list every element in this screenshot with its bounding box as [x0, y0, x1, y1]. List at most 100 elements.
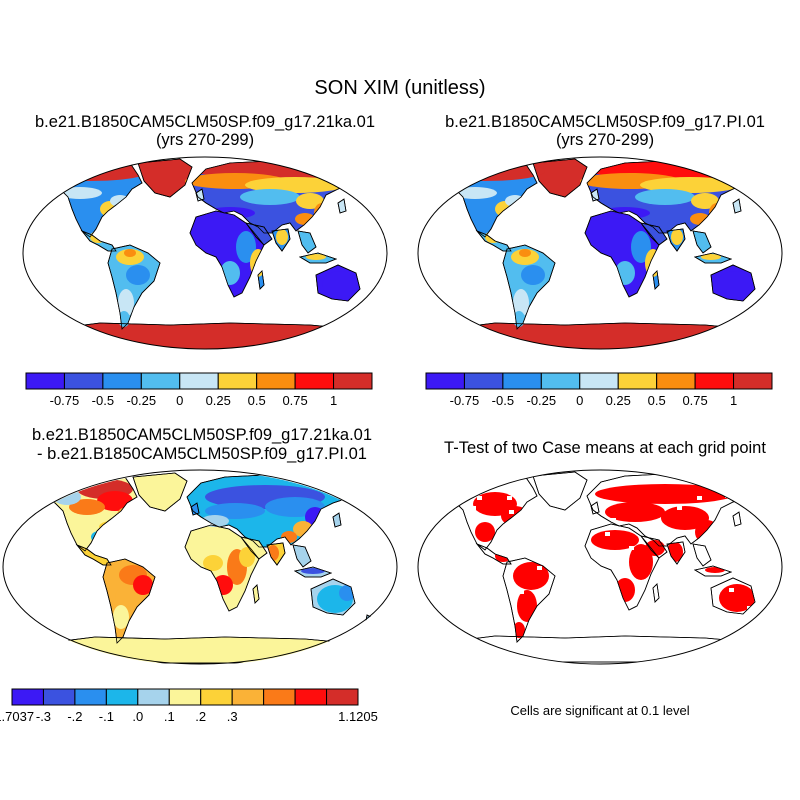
landmass-seasia [692, 543, 712, 567]
landmass-greenland [132, 472, 188, 512]
landmass-samerica [502, 557, 556, 643]
landmass-india [666, 228, 686, 252]
landmass-arabia [640, 222, 668, 246]
field-patch [701, 254, 721, 260]
colorbar-tick-label: -0.75 [50, 393, 80, 408]
panel1-title-line2: (yrs 270-299) [155, 131, 255, 149]
landmass-seasia [692, 230, 712, 254]
nonsignificant-cell [533, 616, 538, 620]
landmass-namerica [442, 162, 538, 238]
colorbar-box [333, 372, 373, 390]
colorbar-tick-label: -0.5 [492, 393, 514, 408]
field-patch [58, 187, 102, 199]
colorbar-tick-label: -.1 [99, 709, 114, 724]
colorbar-absolute-right: -0.75 -0.5 -0.25 0 0.25 0.5 0.75 1 [425, 372, 773, 408]
landmass-seasia [297, 230, 317, 254]
field-patch [205, 207, 255, 219]
colorbar-box [179, 372, 219, 390]
landmass-antarctica [430, 322, 772, 349]
field-patch [276, 229, 288, 245]
figure-title: SON XIM (unitless) [314, 77, 486, 99]
landmass-africa [184, 524, 260, 612]
colorbar-tick-label: 1 [330, 393, 337, 408]
landmass-indonesia [693, 252, 733, 264]
landmass-greenland [532, 471, 588, 511]
nonsignificant-cell [605, 532, 610, 536]
landmass-madagascar [652, 270, 660, 290]
map-panel-difference [2, 469, 398, 665]
map-panel-pi [417, 156, 783, 350]
nonsignificant-cell [521, 526, 526, 530]
landmass-samerica [102, 558, 156, 644]
landmass-australia [710, 577, 756, 615]
map-frame [22, 156, 388, 350]
field-patch [69, 499, 105, 515]
nonsignificant-cell [509, 510, 514, 514]
landmass-india [271, 228, 291, 252]
landmass-nz [764, 613, 772, 629]
field-patch [519, 249, 531, 257]
landmass-japan [732, 511, 742, 527]
colorbar-tick-label: -1.7037 [0, 709, 34, 724]
nonsignificant-cell [491, 516, 496, 520]
field-patch [124, 249, 136, 257]
landmass-camerica [75, 544, 112, 566]
field-patch [118, 289, 134, 317]
colorbar-box [694, 372, 735, 390]
colorbar-box [200, 688, 233, 706]
colorbar-box [231, 688, 265, 706]
landmass-camerica [475, 543, 512, 565]
landmass-antarctica [35, 322, 377, 349]
map-panel-ttest [417, 469, 783, 665]
field-patch [213, 575, 233, 595]
landmass-samerica [107, 244, 161, 330]
colorbar-tick-label: 0.5 [248, 393, 266, 408]
panel4-title: T-Test of two Case means at each grid po… [444, 439, 766, 457]
landmass-arabia [640, 535, 668, 559]
colorbar-box [74, 688, 107, 706]
landmass-greenland [137, 158, 193, 198]
landmass-seasia [292, 544, 312, 568]
field-patch [431, 161, 545, 181]
field-patch [615, 578, 635, 602]
field-patch [691, 193, 719, 209]
field-patch [591, 530, 639, 550]
field-patch [322, 271, 358, 299]
field-patch [296, 193, 324, 209]
nonsignificant-cell [655, 526, 660, 530]
landmass-uk [195, 188, 205, 202]
map-frame [2, 469, 398, 665]
landmass-africa [584, 523, 660, 611]
panel3-title-line1: b.e21.B1850CAM5CLM50SP.f09_g17.21ka.01 [31, 426, 373, 444]
colorbar-box [105, 688, 139, 706]
nonsignificant-cell [507, 496, 512, 500]
landmass-japan [332, 512, 342, 528]
panel1-title-line1: b.e21.B1850CAM5CLM50SP.f09_g17.21ka.01 [34, 113, 376, 131]
colorbar-box [502, 372, 542, 390]
colorbar-box [102, 372, 142, 390]
colorbar-box [425, 372, 465, 390]
significance-note: Cells are significant at 0.1 level [510, 703, 690, 718]
colorbar-tick-label: -.2 [67, 709, 82, 724]
field-patch [220, 261, 240, 285]
landmass-uk [590, 188, 600, 202]
landmass-indonesia [693, 565, 733, 577]
landmass-greenland [532, 158, 588, 198]
landmass-india [266, 542, 286, 566]
landmass-madagascar [652, 583, 660, 603]
colorbar-tick-label: .1 [164, 709, 175, 724]
field-patch [671, 229, 683, 245]
field-patch [301, 568, 325, 574]
nonsignificant-cell [519, 590, 524, 594]
nonsignificant-cell [537, 566, 542, 570]
landmass-samerica [502, 244, 556, 330]
landmass-seasia [692, 543, 712, 567]
landmass-nz [764, 300, 772, 316]
colorbar-box [294, 372, 335, 390]
field-patch [295, 213, 315, 225]
field-patch [453, 187, 497, 199]
landmass-australia [710, 264, 756, 302]
landmass-antarctica [35, 322, 377, 349]
landmass-nz [764, 300, 772, 316]
nonsignificant-cell [611, 518, 616, 522]
